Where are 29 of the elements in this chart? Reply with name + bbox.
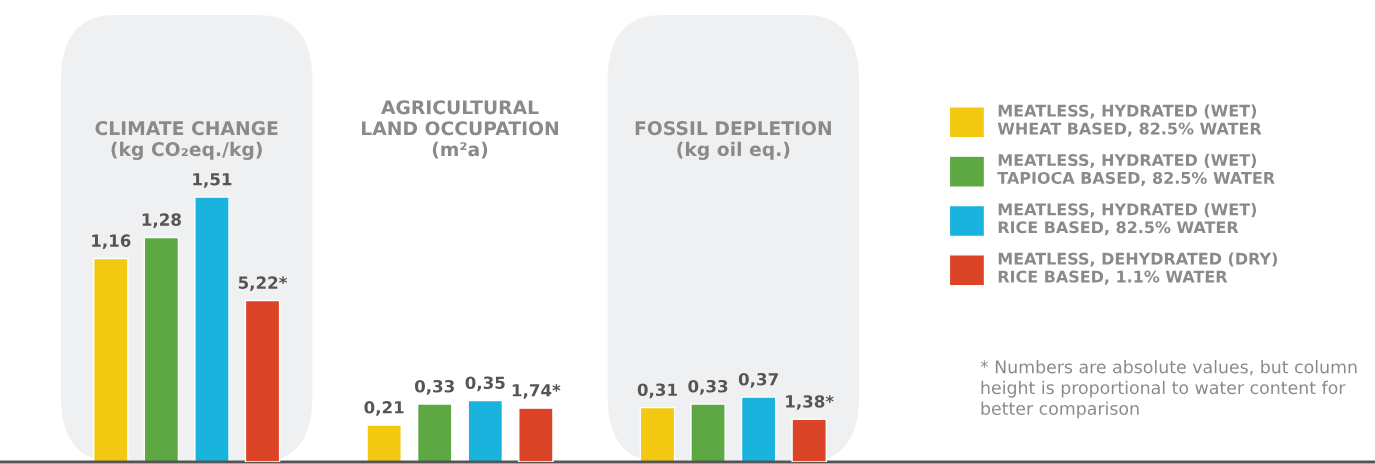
data-label: 0,33: [414, 379, 454, 395]
text: * Numbers are absolute values, but column height is proportional to water content for better comparison: [980, 360, 1357, 419]
data-label: 1,38*: [786, 395, 834, 410]
data-label: 1,28: [142, 213, 181, 229]
bar: [416, 403, 453, 462]
data-label: 0,37: [738, 372, 778, 388]
data-label: 1,16: [92, 234, 131, 250]
bar: [194, 196, 230, 462]
data-label: 1,51: [193, 173, 232, 188]
data-label: 5,22*: [238, 276, 288, 292]
bar: [639, 406, 676, 462]
data-label: 0,35: [465, 376, 505, 392]
bar: [366, 424, 402, 462]
x-tick-label: AGRICULTURAL LAND OCCUPATION (m²a): [362, 100, 558, 159]
bar: [143, 236, 180, 462]
legend-label: MEATLESS, HYDRATED (WET) RICE BASED, 82.5% WATER: [998, 203, 1257, 236]
data-label: 1,74*: [512, 384, 561, 399]
bar: [93, 257, 129, 462]
data-label: 0,21: [364, 400, 404, 416]
x-tick-label: CLIMATE CHANGE (kg CO₂eq./kg): [95, 121, 278, 160]
legend-label: MEATLESS, DEHYDRATED (DRY) RICE BASED, 1.1% WATER: [998, 252, 1277, 285]
bar: [467, 399, 504, 462]
x-tick-label: FOSSIL DEPLETION (kg oil eq.): [635, 121, 831, 160]
data-label: 0,33: [688, 379, 728, 395]
data-label: 0,31: [637, 383, 677, 399]
legend-label: MEATLESS, HYDRATED (WET) WHEAT BASED, 82.5% WATER: [997, 104, 1262, 137]
legend-label: MEATLESS, HYDRATED (WET) TAPIOCA BASED, 82.5% WATER: [997, 153, 1275, 186]
bar: [740, 396, 777, 462]
bar: [690, 403, 726, 462]
